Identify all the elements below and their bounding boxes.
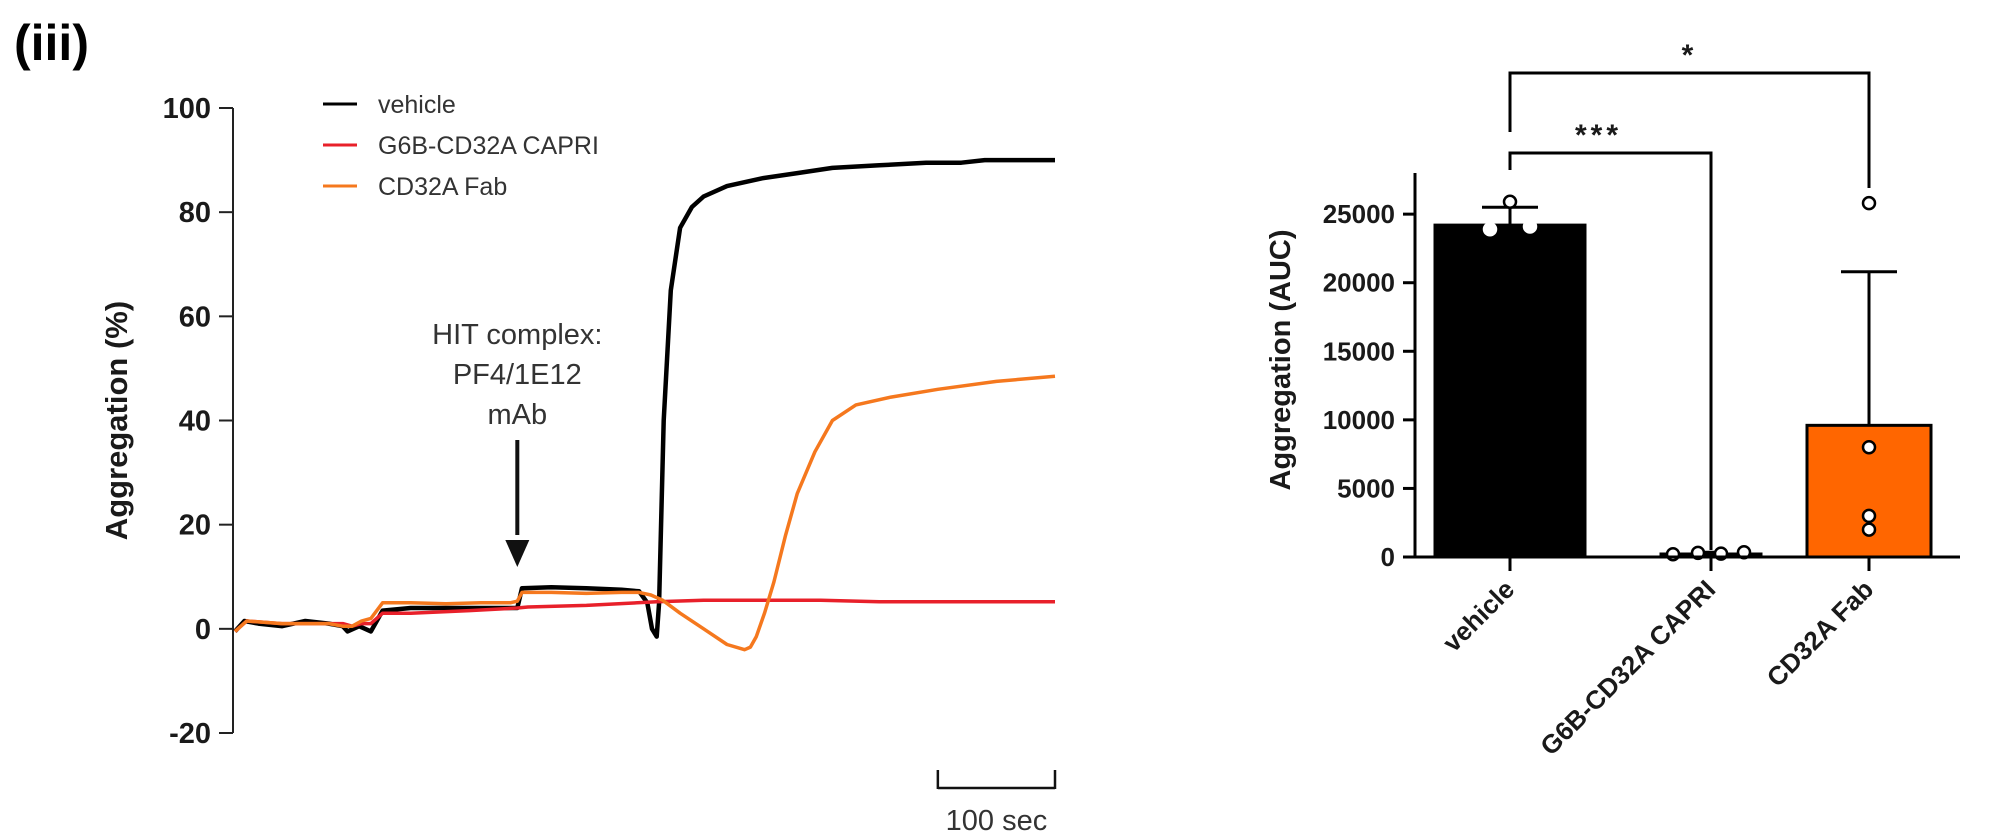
data-point [1522, 219, 1538, 234]
data-point [1861, 522, 1877, 537]
y-tick-label: 10000 [1323, 405, 1395, 435]
data-point [1482, 221, 1498, 237]
legend-label-3: CD32A Fab [378, 173, 507, 201]
significance-bracket-2 [1508, 71, 1871, 188]
annotation-arrowhead [505, 540, 530, 567]
data-point [1502, 194, 1518, 210]
x-tick-label: vehicle [1437, 574, 1521, 658]
y-tick-label: 0 [1381, 542, 1395, 572]
scale-bar-label: 100 sec [946, 805, 1048, 837]
bar-1 [1433, 223, 1587, 559]
data-point [1861, 508, 1877, 524]
aggregation-trace-chart: 100 80 60 40 20 0 -20 Aggregation (%) vehicle G6B… [99, 91, 1057, 837]
series-line-3 [233, 374, 1056, 652]
y-tick-label: 5000 [1337, 473, 1395, 503]
annotation-line-2: PF4/1E12 [453, 359, 582, 391]
y-tick-label: 25000 [1323, 199, 1395, 229]
y-tick-label: 0 [195, 614, 211, 646]
significance-bracket-1 [1508, 151, 1713, 550]
y-axis-title: Aggregation (AUC) [1265, 230, 1297, 491]
y-tick-label: 60 [179, 301, 211, 333]
y-tick-label: 80 [179, 197, 211, 229]
y-tick-label: 20 [179, 510, 211, 542]
panel-label: (iii) [14, 15, 89, 71]
series-line-1 [233, 157, 1055, 639]
legend-label-2: G6B-CD32A CAPRI [378, 132, 599, 160]
data-point [1861, 195, 1877, 211]
annotation-line-1: HIT complex: [432, 319, 602, 351]
y-tick-label: 15000 [1323, 336, 1395, 366]
y-tick-label: 100 [163, 93, 211, 125]
x-tick-label: G6B-CD32A CAPRI [1534, 574, 1721, 761]
data-point [1861, 440, 1877, 455]
y-tick-label: 20000 [1323, 268, 1395, 298]
legend-label-1: vehicle [378, 91, 456, 119]
significance-bracket-1-label: *** [1575, 119, 1622, 152]
y-axis-title: Aggregation (%) [99, 301, 134, 540]
y-tick-label: -20 [169, 718, 211, 750]
y-tick-label: 40 [179, 406, 211, 438]
significance-bracket-2-label: * [1682, 39, 1698, 72]
x-tick-label: CD32A Fab [1761, 574, 1880, 693]
annotation-line-3: mAb [487, 399, 547, 431]
auc-bar-chart: 25000 20000 15000 10000 5000 0 Aggregation (AU… [1265, 39, 1960, 761]
